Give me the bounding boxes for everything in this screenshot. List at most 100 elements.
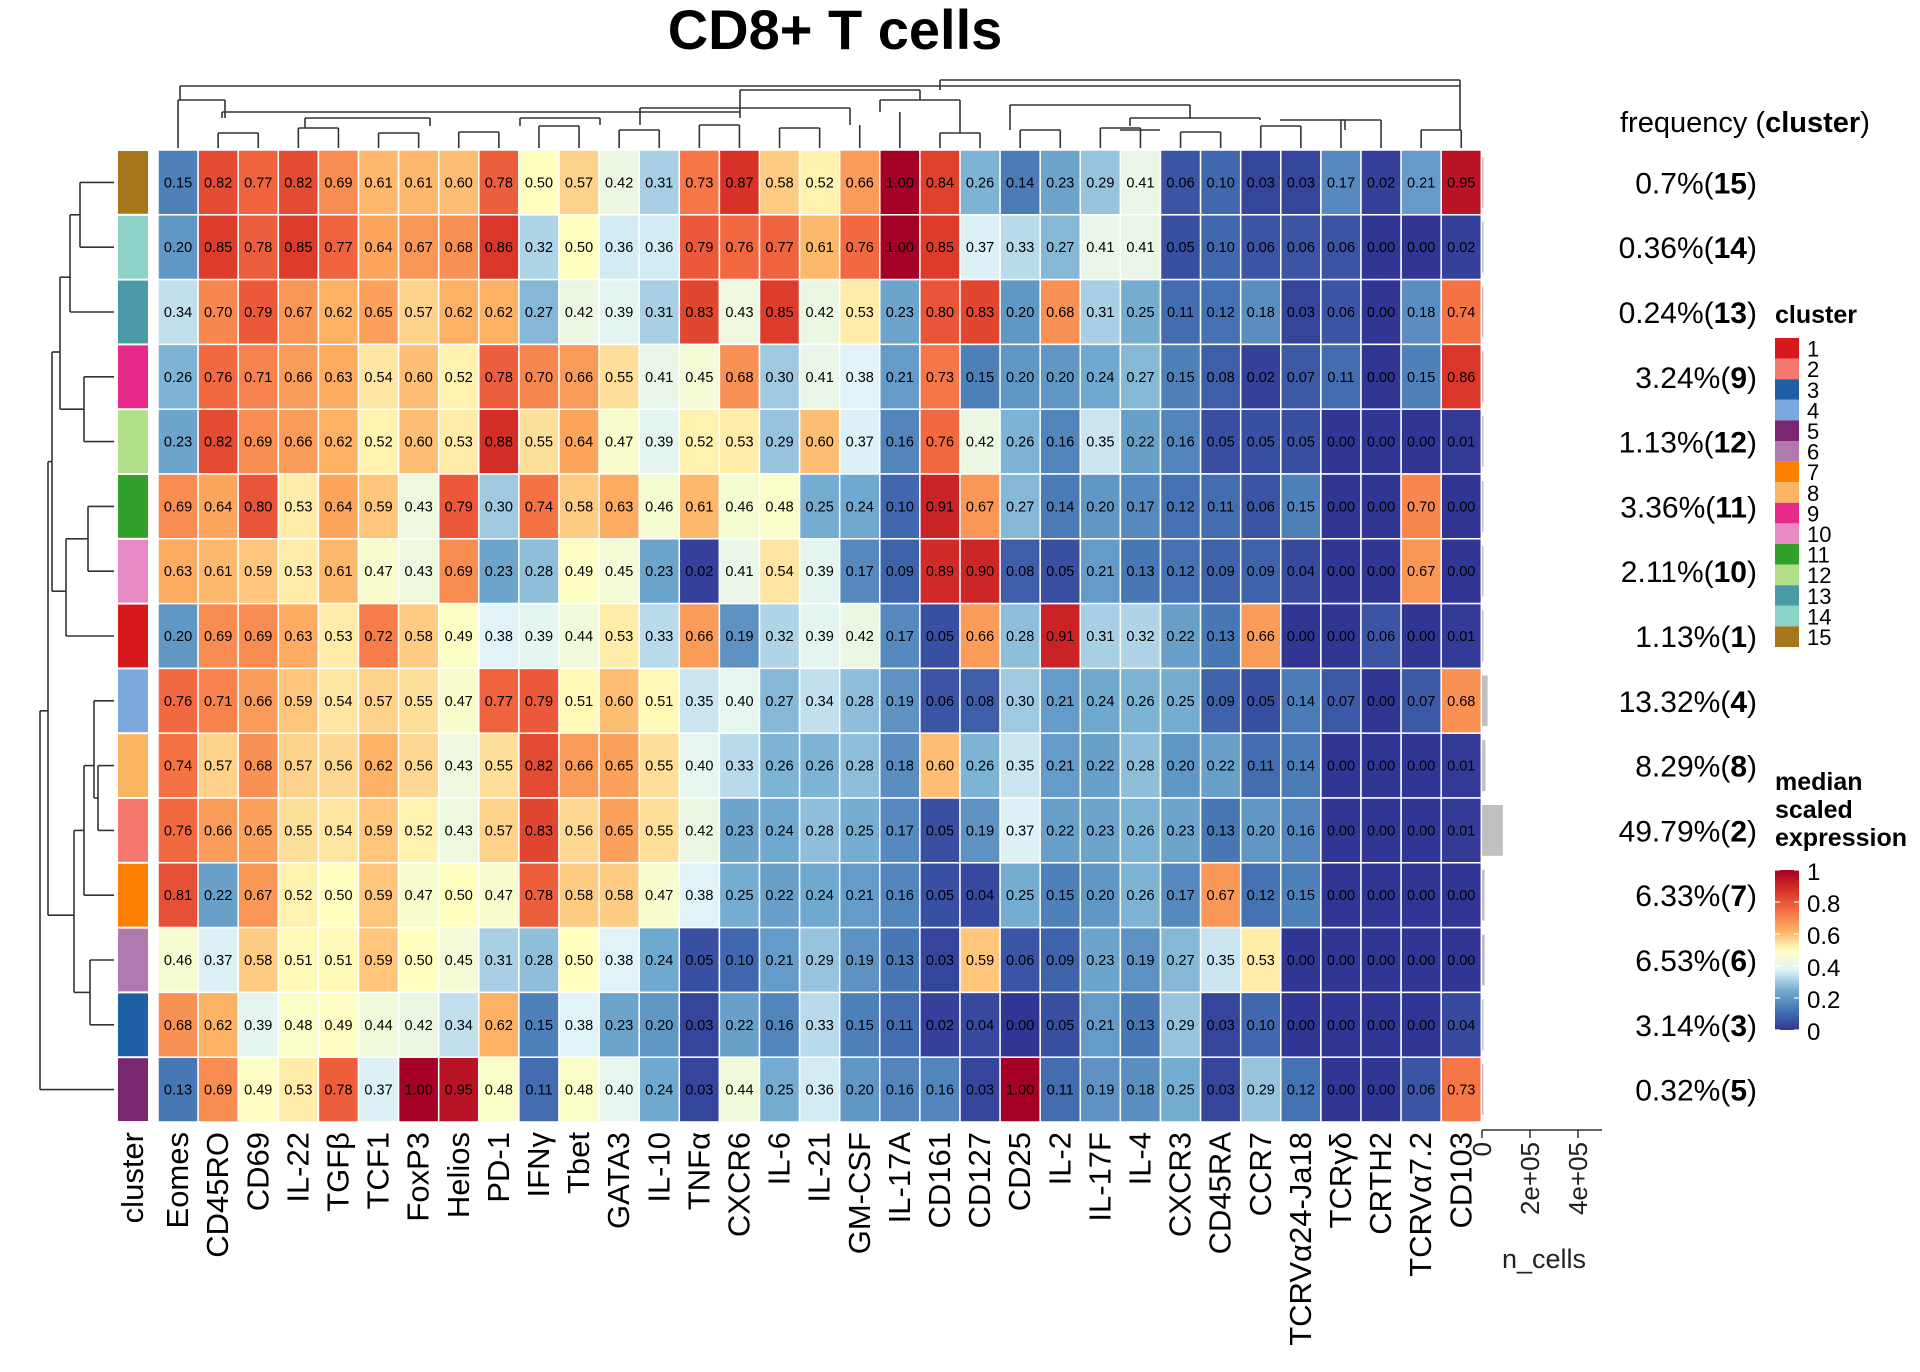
heatmap-cell [518,343,560,410]
cell-value-label: 0.57 [204,759,232,775]
cell-value-label: 0.24 [765,823,793,839]
heatmap-cell [678,797,721,864]
cell-value-label: 0.17 [1166,888,1194,904]
cell-value-label: 0.61 [405,175,433,191]
cell-value-label: 0.03 [926,953,954,969]
column-label: CD161 [922,1132,957,1229]
heatmap-cell [478,667,520,734]
frequency-label: 13.32%(4) [1619,686,1757,719]
heatmap-cell [437,602,480,670]
heatmap-cell [758,343,801,410]
column-label: CD127 [962,1132,997,1229]
cell-value-label: 0.26 [966,759,994,775]
cell-value-label: 0.77 [324,240,352,256]
cell-value-label: 0.25 [846,823,874,839]
n-cells-bar [1482,934,1485,986]
heatmap-cell [157,862,199,929]
column-label: TCRVα24-Ja18 [1283,1132,1318,1346]
cell-value-label: 0.55 [645,759,673,775]
heatmap-cell [758,214,801,281]
cell-value-label: 0.31 [485,953,513,969]
cell-value-label: 0.37 [1006,823,1034,839]
heatmap-cell [237,797,280,864]
cell-value-label: 0.56 [565,823,593,839]
heatmap-cell [277,473,320,540]
cell-value-label: 0.00 [1367,370,1395,386]
cell-value-label: 0.79 [244,305,272,321]
n-cells-bar [1482,481,1484,532]
column-label: PD-1 [481,1132,516,1203]
cell-value-label: 0.51 [284,953,312,969]
heatmap-cell [1239,278,1282,346]
heatmap-cell [437,1056,480,1123]
cell-value-label: 0.00 [1407,888,1435,904]
cell-value-label: 0.66 [565,759,593,775]
heatmap-cell [1440,602,1483,670]
cell-value-label: 0.04 [966,888,994,904]
cell-value-label: 0.62 [324,435,352,451]
cell-value-label: 0.79 [445,499,473,515]
heatmap-cell [798,149,841,216]
cell-value-label: 0.14 [1287,759,1315,775]
cell-value-label: 0.58 [565,888,593,904]
column-label: IFNγ [521,1132,556,1198]
cluster-legend-swatch [1775,626,1799,647]
heatmap-cell [1320,991,1362,1058]
column-label: CD103 [1443,1132,1478,1229]
cell-value-label: 0.15 [966,370,994,386]
cell-value-label: 0.12 [1287,1083,1315,1099]
cluster-legend-label: 15 [1807,625,1831,650]
cell-value-label: 0.04 [1287,564,1315,580]
heatmap-cell [1360,797,1402,864]
heatmap-cell [357,732,400,799]
heatmap-cell [1400,667,1442,734]
cell-value-label: 0.68 [1046,305,1074,321]
column-label: IL-17A [882,1132,917,1224]
frequency-label: 6.53%(6) [1635,945,1757,978]
heatmap-cell [1320,797,1362,864]
cell-value-label: 0.28 [1126,759,1154,775]
heatmap-cell [437,862,480,929]
cell-value-label: 0.11 [525,1083,552,1099]
heatmap-cell [277,1056,320,1123]
heatmap-cell [478,732,520,799]
cell-value-label: 0.21 [1046,694,1074,710]
cluster-legend-title: cluster [1775,301,1857,329]
cell-value-label: 0.73 [685,175,713,191]
cell-value-label: 0.19 [1086,1083,1114,1099]
cell-value-label: 0.20 [1086,888,1114,904]
cell-value-label: 0.06 [1327,305,1355,321]
heatmap-cell [838,862,881,929]
cell-value-label: 0.27 [1166,953,1194,969]
cell-value-label: 0.53 [605,629,633,645]
cell-value-label: 0.63 [605,499,633,515]
cell-value-label: 0.23 [485,564,513,580]
heatmap-cell [1079,214,1122,281]
column-dendrogram [177,79,1463,148]
cell-value-label: 0.22 [725,1018,753,1034]
heatmap-cell [317,991,360,1058]
cell-value-label: 0.04 [966,1018,994,1034]
frequency-header: frequency (cluster) [1620,107,1870,139]
heatmap-cell [558,732,600,799]
bar-axis-tick-label: 4e+05 [1563,1142,1593,1215]
cell-value-label: 0.44 [725,1083,753,1099]
heatmap-cell [1320,149,1362,216]
heatmap-cell [919,602,961,670]
cell-value-label: 0.25 [1006,888,1034,904]
column-label: Tbet [561,1132,596,1194]
heatmap-cell [157,278,199,346]
cell-value-label: 0.00 [1367,888,1395,904]
cell-value-label: 0.15 [1287,888,1315,904]
cell-value-label: 0.03 [1287,175,1315,191]
heatmap-cell [357,926,400,994]
cell-value-label: 0.58 [605,888,633,904]
cell-value-label: 0.14 [1046,499,1074,515]
heatmap-cell [1440,667,1483,734]
cell-value-label: 0.48 [565,1083,593,1099]
cluster-legend-label: 13 [1807,584,1831,609]
cell-value-label: 0.73 [926,370,954,386]
cell-value-label: 0.69 [204,1083,232,1099]
heatmap-cell [397,667,440,734]
cluster-legend-swatch [1775,420,1799,441]
